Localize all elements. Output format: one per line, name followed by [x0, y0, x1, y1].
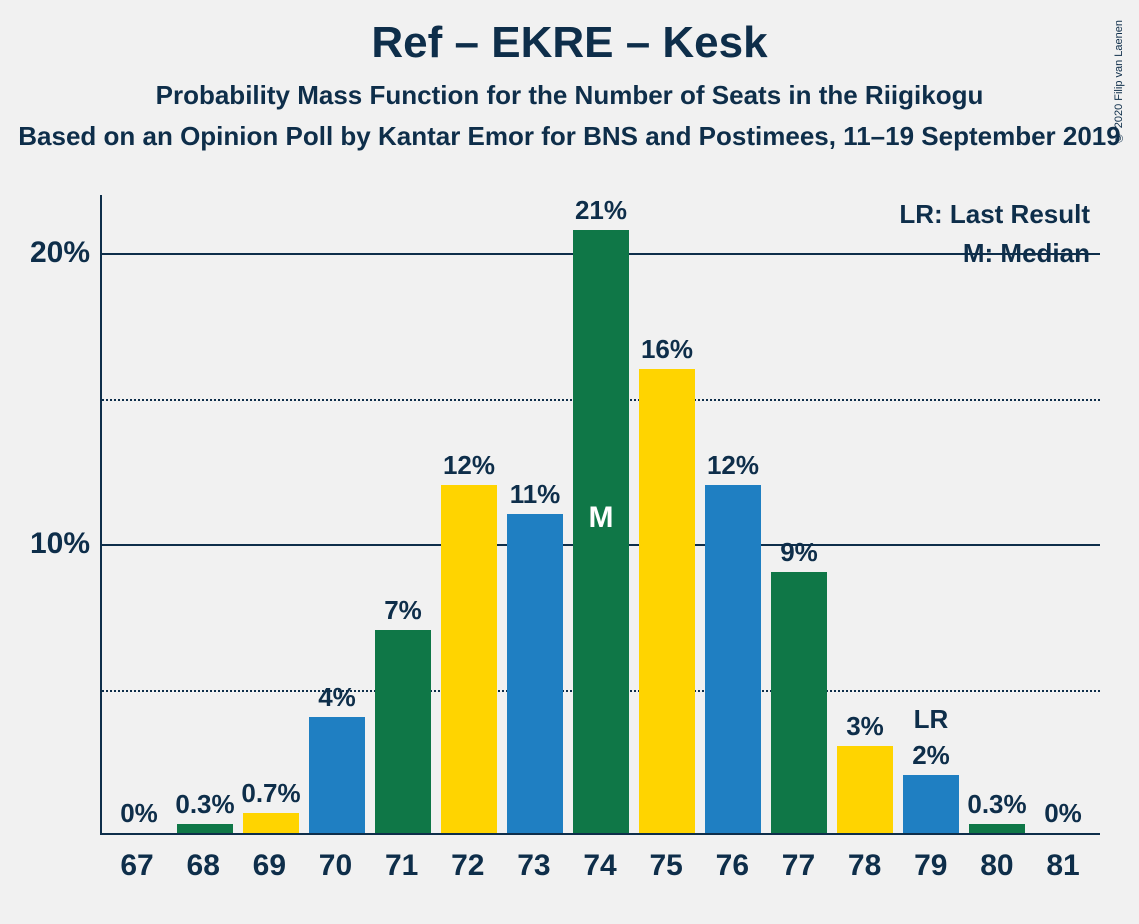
bar [441, 485, 498, 833]
bar-slot: 0.3% [964, 195, 1030, 833]
bar-slot: 21% M [568, 195, 634, 833]
bar-value-label: 0.3% [967, 789, 1026, 820]
bar [507, 514, 564, 833]
x-axis-label: 75 [633, 837, 699, 883]
bar-marker: M [589, 501, 614, 535]
bar [375, 630, 432, 833]
bar-slot: 7% [370, 195, 436, 833]
bar-value-label: 12% [707, 450, 759, 481]
x-axis-label: 70 [302, 837, 368, 883]
bar-slot: 0.7% [238, 195, 304, 833]
bar-slot: 0% [106, 195, 172, 833]
bar [903, 775, 960, 833]
chart-title: Ref – EKRE – Kesk [0, 0, 1139, 68]
bar-value-label: 0% [1044, 798, 1082, 829]
bar [771, 572, 828, 833]
bar [837, 746, 894, 833]
bar-slot: 9% [766, 195, 832, 833]
x-axis-label: 71 [369, 837, 435, 883]
x-axis-label: 77 [765, 837, 831, 883]
x-axis-label: 76 [699, 837, 765, 883]
x-axis-label: 67 [104, 837, 170, 883]
bar-value-label: 2% [912, 740, 950, 771]
x-axis-label: 69 [236, 837, 302, 883]
bar-value-label: 3% [846, 711, 884, 742]
x-axis-label: 68 [170, 837, 236, 883]
x-axis-label: 81 [1030, 837, 1096, 883]
copyright-text: © 2020 Filip van Laenen [1113, 20, 1125, 143]
bar-value-label: 4% [318, 682, 356, 713]
chart-subtitle: Probability Mass Function for the Number… [0, 80, 1139, 111]
bar [639, 369, 696, 833]
bar-value-label: 12% [443, 450, 495, 481]
bar [243, 813, 300, 833]
bar [705, 485, 762, 833]
bar-slot: 12% [436, 195, 502, 833]
chart-area: LR: Last Result M: Median 0%0.3%0.7%4%7%… [100, 195, 1100, 835]
bar-value-label: 9% [780, 537, 818, 568]
bars-container: 0%0.3%0.7%4%7%12%11%21%M16%12%9%3%LR2%0.… [102, 195, 1100, 833]
bar-overlay-label: LR [914, 704, 949, 735]
bar-value-label: 0.3% [175, 789, 234, 820]
bar-slot: 3% [832, 195, 898, 833]
x-axis-label: 72 [435, 837, 501, 883]
bar-value-label: 16% [641, 334, 693, 365]
bar [969, 824, 1026, 833]
bar-slot: 12% [700, 195, 766, 833]
bar-value-label: 7% [384, 595, 422, 626]
bar-value-label: 0.7% [241, 778, 300, 809]
x-axis-label: 78 [832, 837, 898, 883]
bar [177, 824, 234, 833]
bar [309, 717, 366, 833]
bar-slot: 4% [304, 195, 370, 833]
x-axis-label: 80 [964, 837, 1030, 883]
x-axis: 676869707172737475767778798081 [100, 837, 1100, 883]
bar-value-label: 21% [575, 195, 627, 226]
bar-slot: LR 2% [898, 195, 964, 833]
bar-slot: 16% [634, 195, 700, 833]
y-axis-label: 20% [30, 236, 90, 270]
x-axis-label: 74 [567, 837, 633, 883]
chart-source: Based on an Opinion Poll by Kantar Emor … [0, 121, 1139, 152]
y-axis-label: 10% [30, 527, 90, 561]
x-axis-label: 79 [898, 837, 964, 883]
bar-slot: 0% [1030, 195, 1096, 833]
x-axis-label: 73 [501, 837, 567, 883]
bar-value-label: 11% [510, 479, 561, 510]
plot-area: 0%0.3%0.7%4%7%12%11%21%M16%12%9%3%LR2%0.… [100, 195, 1100, 835]
bar-value-label: 0% [120, 798, 158, 829]
bar-slot: 0.3% [172, 195, 238, 833]
bar: M [573, 230, 630, 833]
bar-slot: 11% [502, 195, 568, 833]
